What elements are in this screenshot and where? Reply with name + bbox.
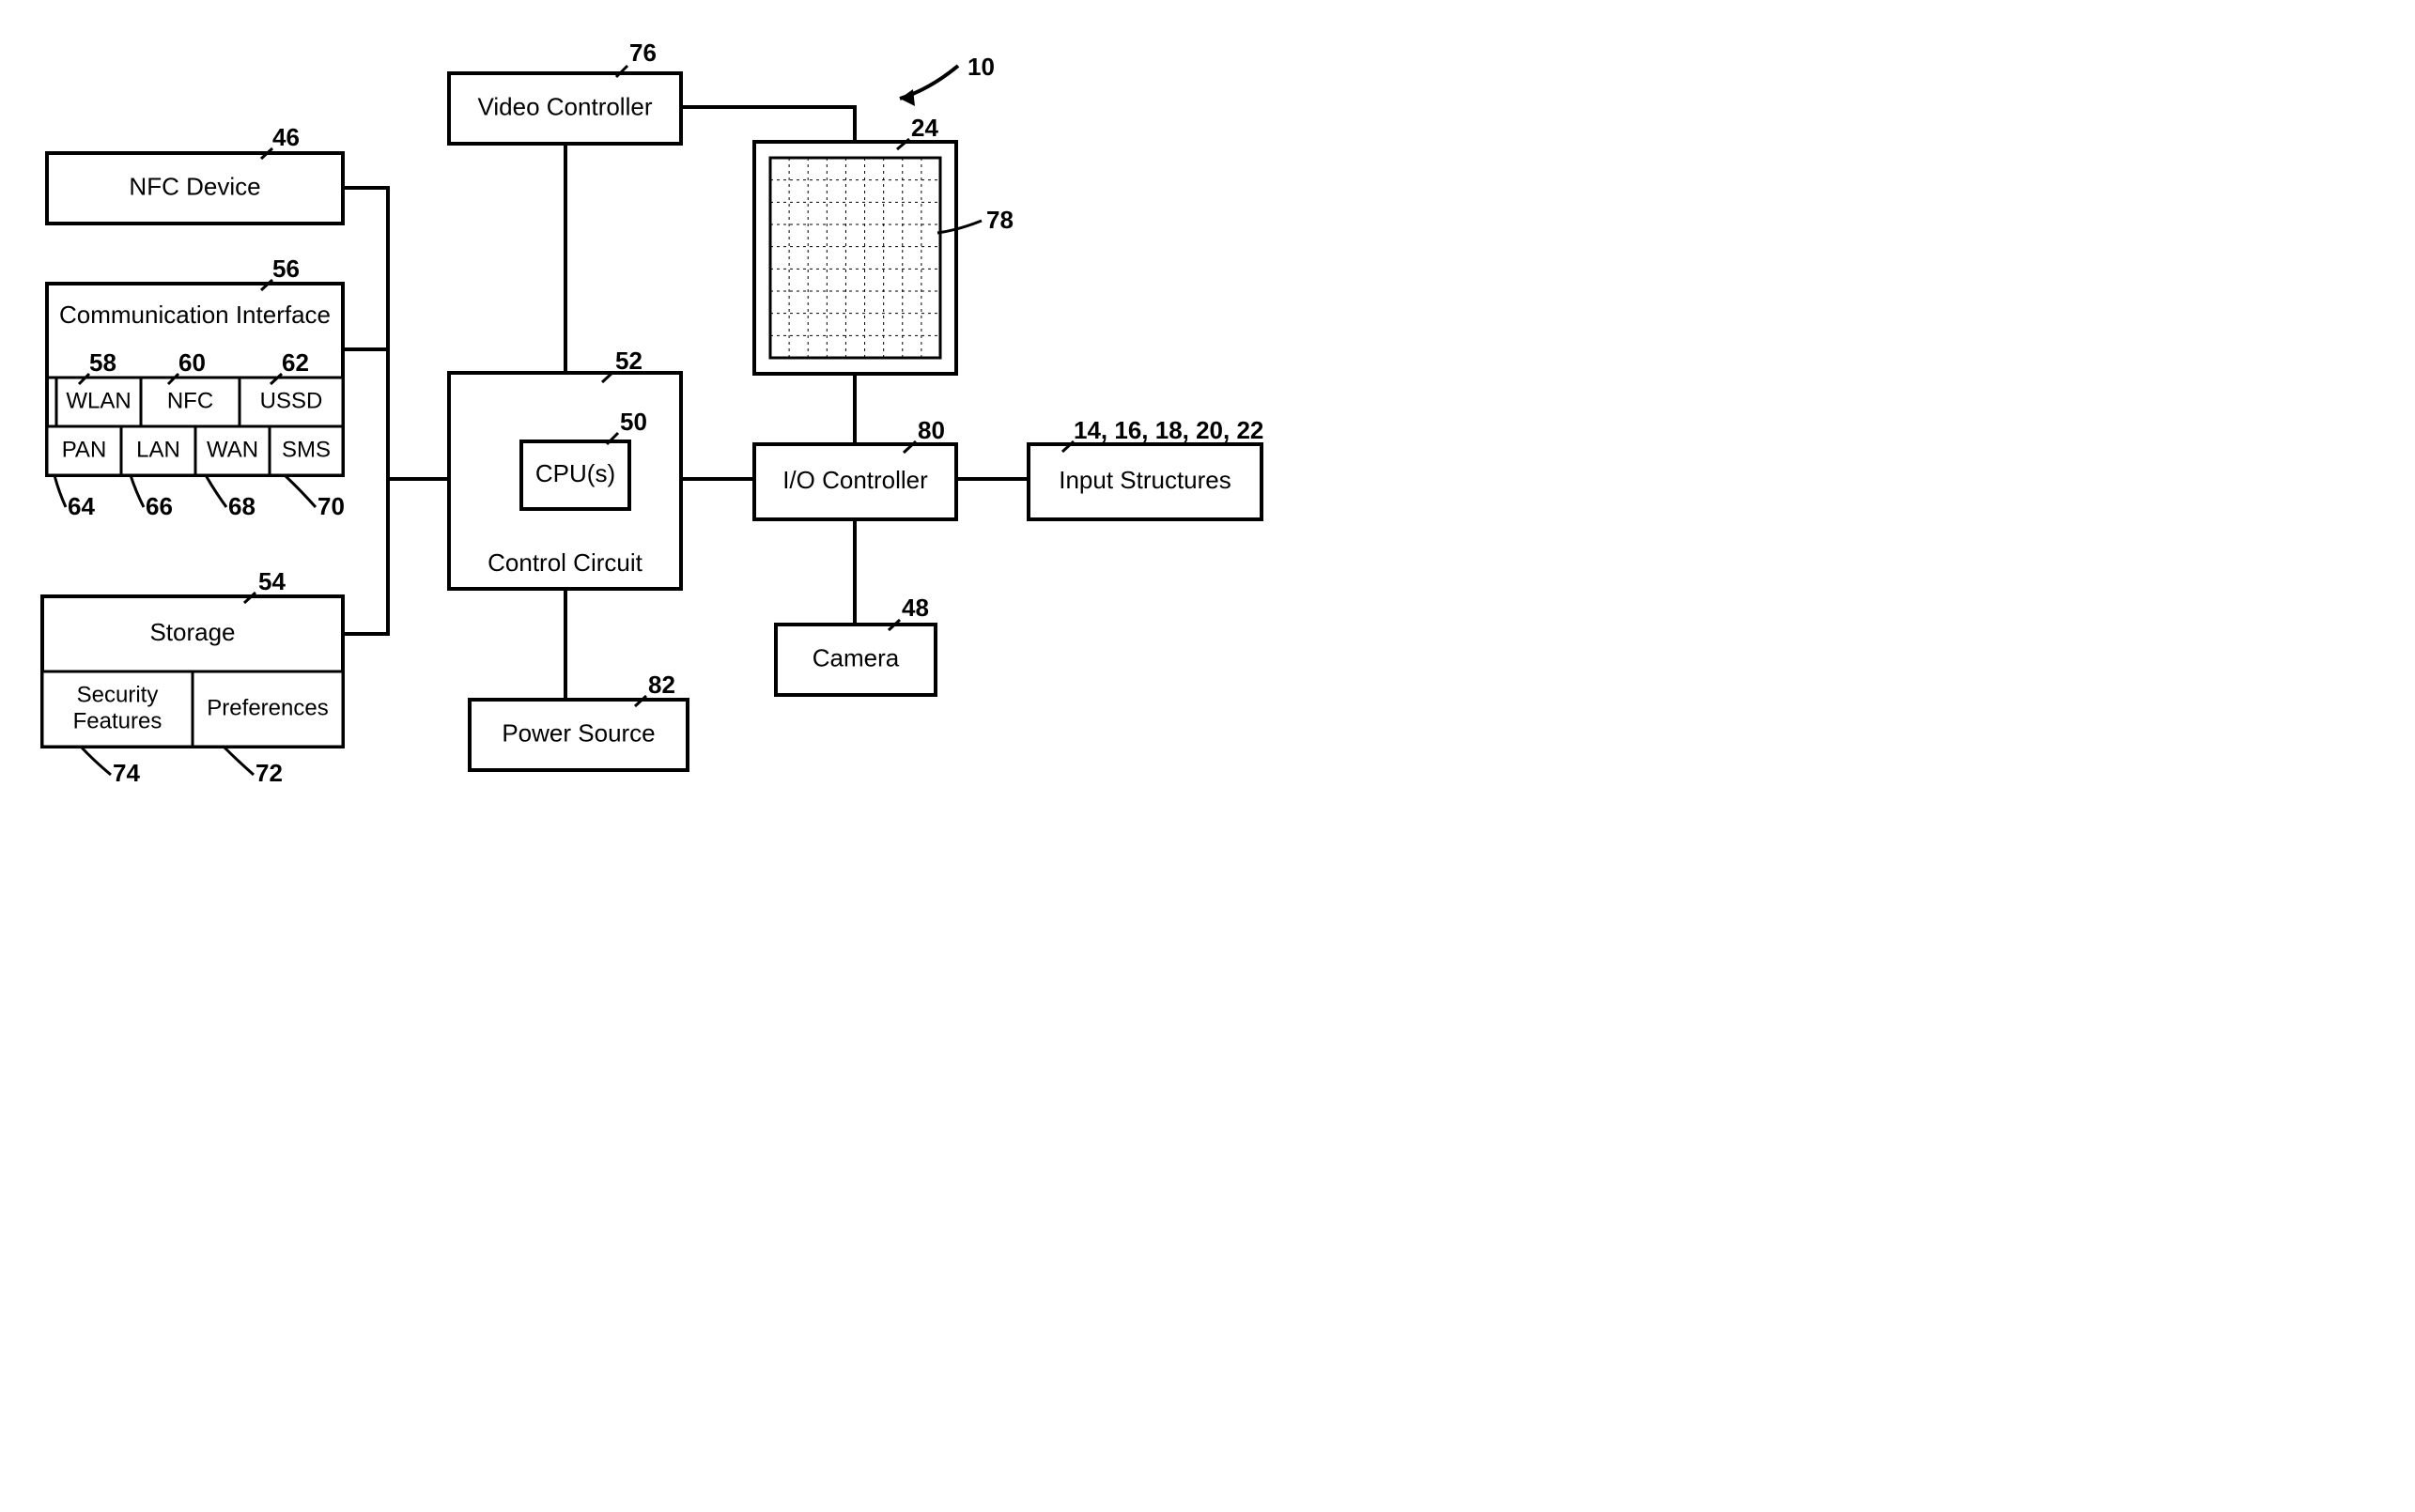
ref-number: 56 xyxy=(272,255,300,283)
ref-number: 58 xyxy=(89,348,116,377)
ref-number: 48 xyxy=(902,594,929,622)
ref-number: 80 xyxy=(918,416,945,444)
block-diagram: NFC Device 46 Video Controller 76 Power Sour… xyxy=(0,0,2415,884)
comm-cell-label: LAN xyxy=(136,437,180,462)
ref-number: 54 xyxy=(258,567,286,595)
ref-number: 14, 16, 18, 20, 22 xyxy=(1074,416,1263,444)
input-structures-block-label: Input Structures xyxy=(1059,466,1231,494)
ref-number: 24 xyxy=(911,114,938,142)
comm-cell-label: WLAN xyxy=(66,388,131,413)
storage-cell-label: Security xyxy=(77,682,159,707)
ref-number: 70 xyxy=(317,492,345,520)
ref-number: 64 xyxy=(68,492,95,520)
storage-cell-label: Preferences xyxy=(207,695,328,720)
ref-number: 76 xyxy=(629,39,657,67)
ref-number: 52 xyxy=(615,347,642,375)
comm-cell-label: NFC xyxy=(167,388,213,413)
control-circuit-label: Control Circuit xyxy=(488,548,642,577)
nfc-device-block-label: NFC Device xyxy=(129,172,260,200)
power-source-block-label: Power Source xyxy=(502,718,655,747)
storage-label: Storage xyxy=(149,618,235,646)
ref-number: 62 xyxy=(282,348,309,377)
ref-number: 60 xyxy=(178,348,206,377)
ref-number: 78 xyxy=(986,206,1014,234)
io-controller-block-label: I/O Controller xyxy=(782,466,928,494)
ref-number: 66 xyxy=(146,492,173,520)
comm-cell-label: PAN xyxy=(62,437,107,462)
ref-number: 10 xyxy=(968,53,995,81)
ref-number: 50 xyxy=(620,408,647,436)
ref-number: 72 xyxy=(255,759,283,787)
video-controller-block-label: Video Controller xyxy=(478,92,653,120)
cpu-label: CPU(s) xyxy=(535,459,615,487)
ref-number: 68 xyxy=(228,492,255,520)
comm-cell-label: USSD xyxy=(260,388,323,413)
camera-block-label: Camera xyxy=(813,643,900,671)
control-circuit-block: Control Circuit 52 CPU(s)50 xyxy=(449,347,681,589)
storage-cell-label: Features xyxy=(73,708,163,733)
comm-cell-label: SMS xyxy=(282,437,331,462)
comm-interface-label: Communication Interface xyxy=(59,301,331,329)
ref-number: 46 xyxy=(272,123,300,151)
ref-number: 74 xyxy=(113,759,140,787)
ref-number: 82 xyxy=(648,671,675,699)
comm-cell-label: WAN xyxy=(207,437,258,462)
